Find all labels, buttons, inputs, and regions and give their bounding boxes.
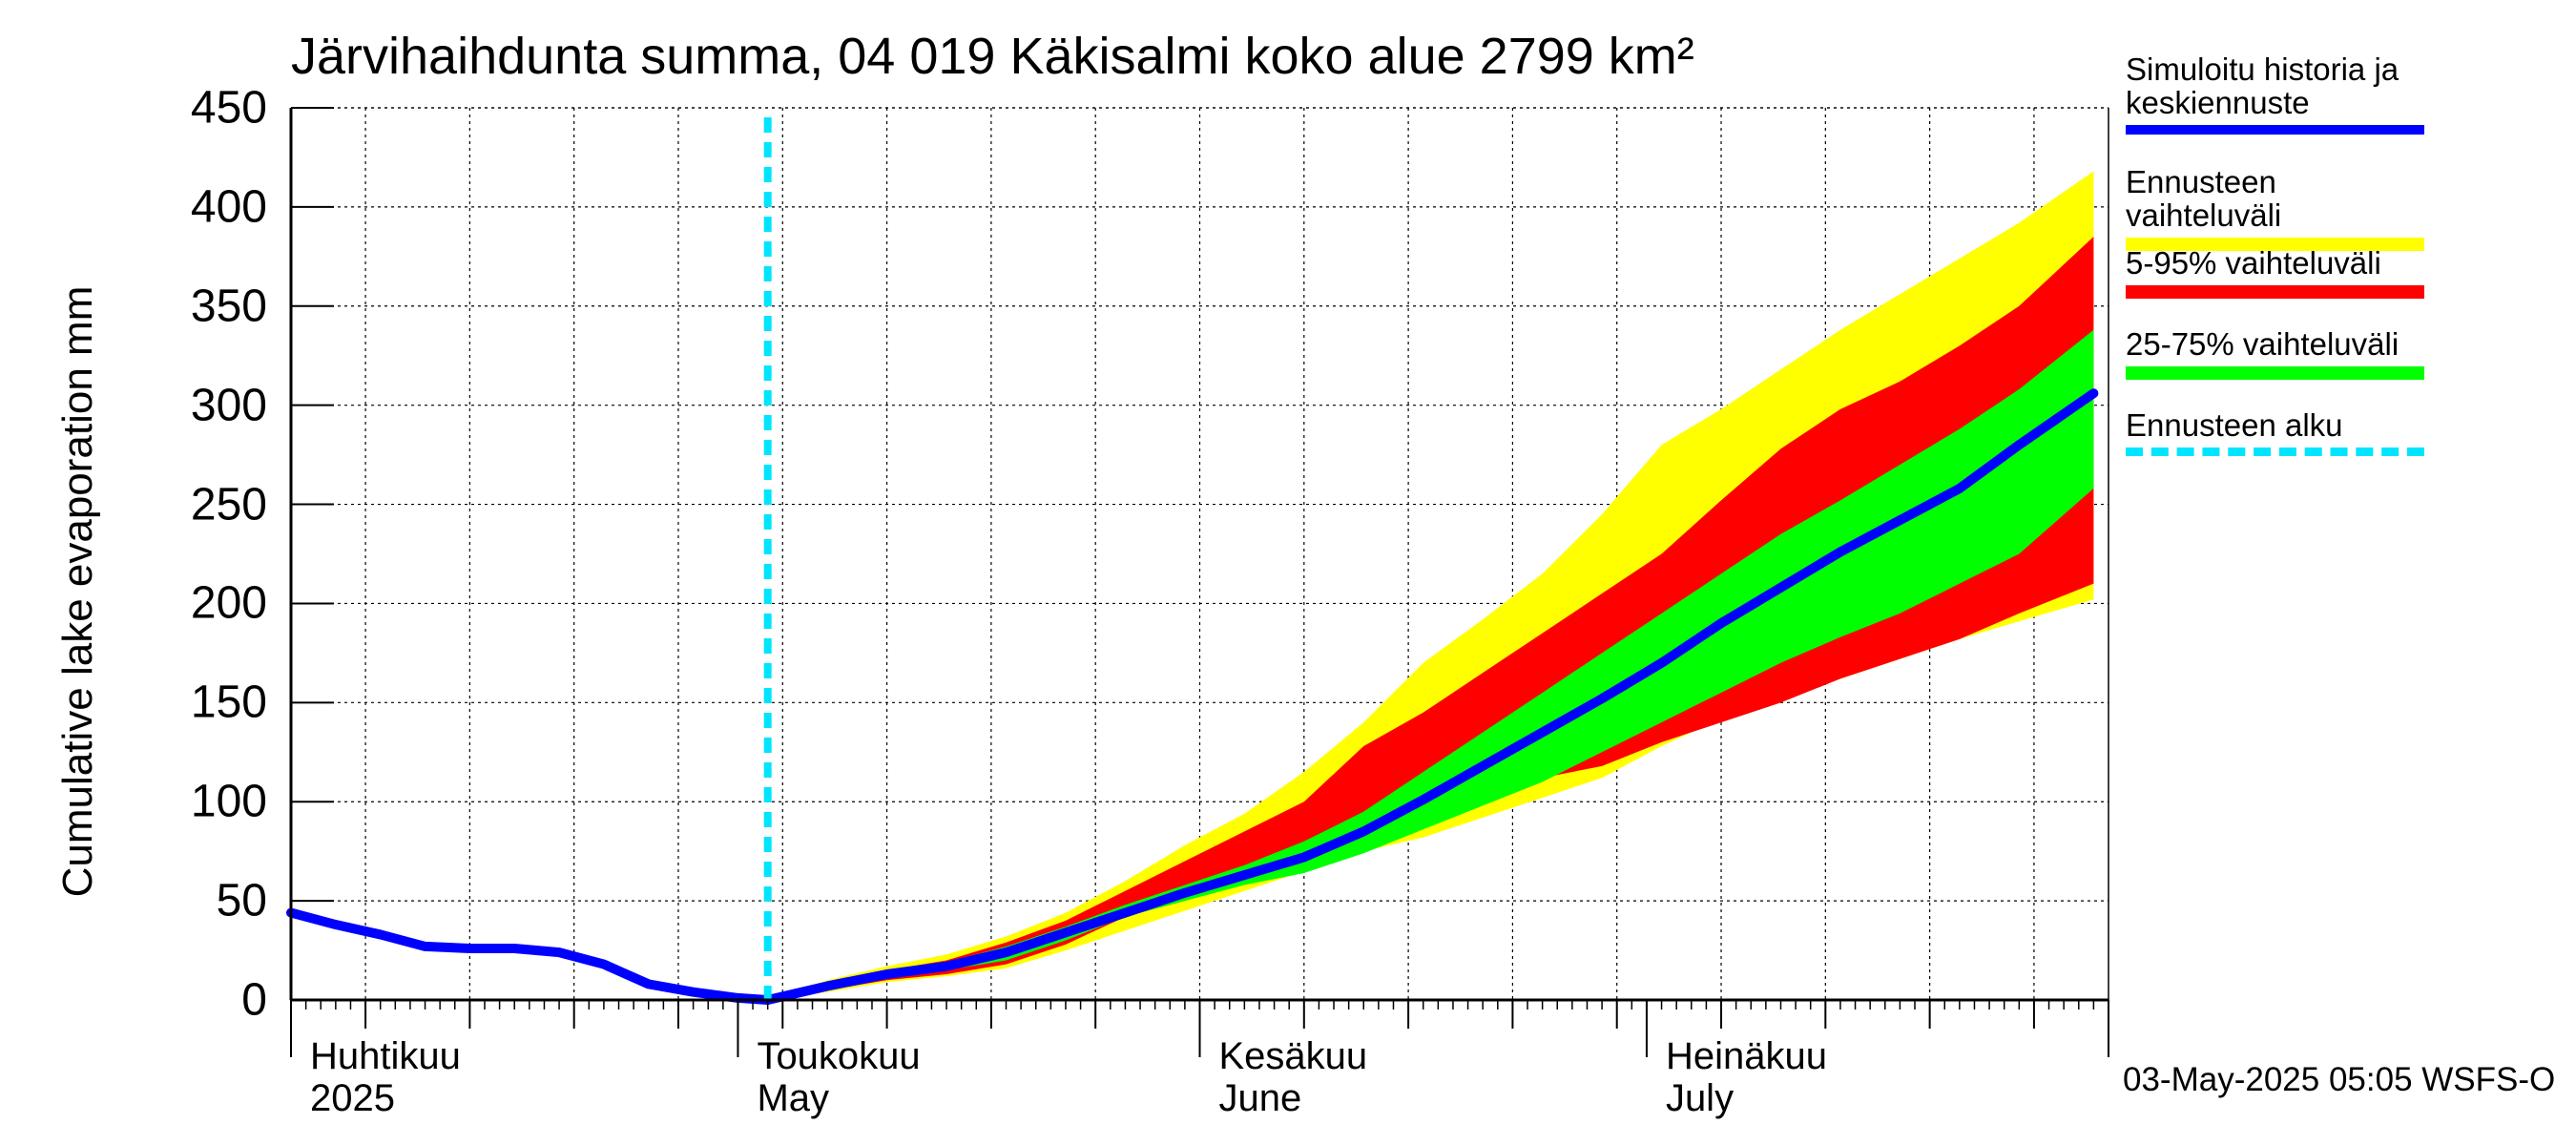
legend-item-forecast-start: Ennusteen alku: [2126, 408, 2441, 489]
month-label-line1: Toukokuu: [757, 1035, 921, 1077]
history-line: [286, 907, 773, 1005]
month-label-line2: 2025: [310, 1077, 395, 1119]
y-tick-label: 200: [190, 577, 267, 629]
legend-swatch-forecast-range: [2126, 238, 2424, 251]
month-label-line1: Heinäkuu: [1665, 1035, 1827, 1077]
y-tick-label: 150: [190, 677, 267, 728]
y-tick-label: 0: [241, 974, 267, 1026]
y-tick-label: 450: [190, 82, 267, 134]
y-axis-label: Cumulative lake evaporation mm: [54, 285, 101, 898]
month-label: Heinäkuu July: [1666, 1035, 1827, 1119]
month-label-line1: Kesäkuu: [1218, 1035, 1368, 1077]
legend-label-history: Simuloitu historia ja keskiennuste: [2126, 52, 2399, 120]
month-label: Toukokuu May: [757, 1035, 920, 1119]
month-label-line1: Huhtikuu: [310, 1035, 461, 1077]
legend-label-forecast-start: Ennusteen alku: [2126, 407, 2343, 443]
month-label-line2: June: [1218, 1077, 1302, 1119]
median-forecast-line: [762, 388, 2099, 1005]
legend-item-history: Simuloitu historia ja keskiennuste: [2126, 52, 2441, 138]
y-tick-label: 350: [190, 281, 267, 332]
forecast-bands: [767, 171, 2094, 1001]
y-tick-label: 50: [216, 875, 267, 926]
legend-item-25-75: 25-75% vaihteluväli: [2126, 327, 2441, 408]
legend-swatch-5-95: [2126, 285, 2424, 299]
legend-swatch-25-75: [2126, 366, 2424, 380]
chart-title: Järvihaihdunta summa, 04 019 Käkisalmi k…: [291, 28, 1694, 85]
legend-item-5-95: 5-95% vaihteluväli: [2126, 246, 2441, 327]
legend-label-forecast-range: Ennusteen vaihteluväli: [2126, 164, 2282, 233]
legend-label-5-95: 5-95% vaihteluväli: [2126, 245, 2381, 281]
y-tick-label: 300: [190, 380, 267, 431]
series-lines: [286, 117, 2099, 1005]
y-tick-label: 400: [190, 181, 267, 233]
timestamp-footer: 03-May-2025 05:05 WSFS-O: [2123, 1061, 2556, 1098]
legend-item-forecast-range: Ennusteen vaihteluväli: [2126, 164, 2441, 251]
legend-label-25-75: 25-75% vaihteluväli: [2126, 326, 2399, 362]
month-label-line2: May: [757, 1077, 830, 1119]
y-tick-label: 250: [190, 479, 267, 531]
legend: Simuloitu historia ja keskiennuste Ennus…: [2126, 52, 2441, 489]
legend-swatch-forecast-start: [2126, 448, 2424, 456]
y-tick-label: 100: [190, 776, 267, 827]
legend-swatch-history: [2126, 125, 2424, 135]
axes: [289, 107, 2109, 1057]
month-label: Huhtikuu 2025: [310, 1035, 461, 1119]
month-label: Kesäkuu June: [1219, 1035, 1368, 1119]
month-label-line2: July: [1665, 1077, 1735, 1119]
